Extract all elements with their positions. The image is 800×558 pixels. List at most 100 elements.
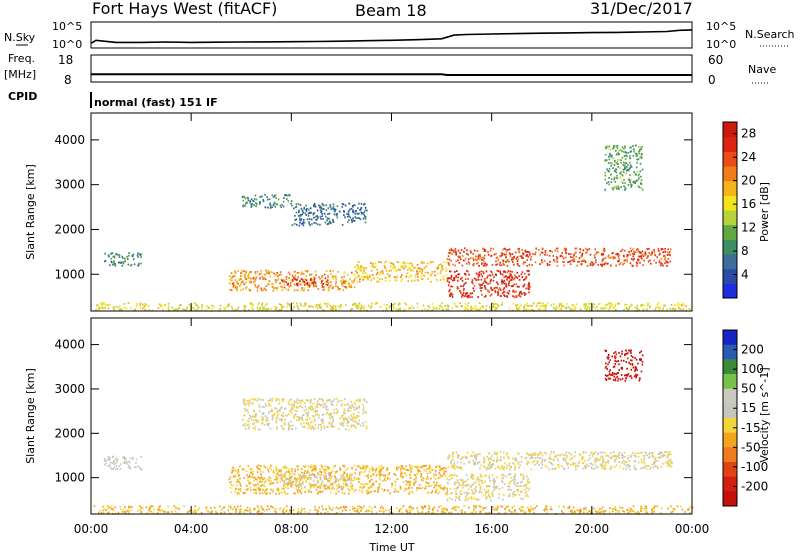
echo-region [447, 473, 531, 501]
nsky-tick-bottom: 10^0 [52, 38, 82, 51]
velocity-colorbar-tick-label: -200 [741, 479, 768, 493]
velocity-colorbar-segment [723, 418, 737, 433]
power-colorbar-segment [723, 239, 737, 254]
power-colorbar-tick-label: 12 [741, 221, 756, 235]
velocity-ylabel: Slant Range [km] [24, 368, 37, 464]
nsky-panel-frame [91, 22, 692, 48]
nsky-tick-top: 10^5 [52, 20, 82, 33]
echo-region [95, 302, 692, 312]
echo-region [604, 145, 643, 191]
echo-region [104, 456, 143, 471]
nave-label: Nave [748, 63, 776, 76]
velocity-ytick-label: 1000 [54, 471, 85, 485]
date-title: 31/Dec/2017 [590, 0, 693, 18]
echo-region [447, 247, 672, 267]
velocity-colorbar-segment [723, 330, 737, 345]
power-colorbar-tick-label: 4 [741, 268, 749, 282]
power-colorbar-segment [723, 254, 737, 269]
velocity-colorbar-segment [723, 462, 737, 477]
nsearch-tick-top: 10^5 [706, 20, 736, 33]
freq-trace [91, 74, 692, 75]
power-ytick-label: 3000 [54, 178, 85, 192]
velocity-colorbar-label: Velocity [m s^-1] [758, 367, 771, 462]
velocity-colorbar-segment [723, 359, 737, 374]
freq-label: Freq. [8, 52, 35, 65]
echo-region [604, 350, 643, 382]
freq-tick-top: 18 [58, 53, 73, 67]
power-ytick-label: 2000 [54, 222, 85, 236]
power-echo-cells [95, 145, 692, 312]
echo-region [104, 252, 142, 267]
power-colorbar-segment [723, 210, 737, 225]
time-tick-label: 08:00 [274, 522, 309, 536]
time-tick-label: 00:00 [675, 522, 710, 536]
nsky-line [91, 30, 692, 43]
time-tick-label: 12:00 [374, 522, 409, 536]
power-colorbar-segment [723, 166, 737, 181]
velocity-ytick-label: 2000 [54, 426, 85, 440]
freq-tick-bottom: 8 [64, 73, 72, 87]
power-colorbar-segment [723, 225, 737, 240]
power-colorbar: 4 8 12 16 20 24 28 [723, 122, 756, 299]
power-panel-frame [91, 113, 692, 311]
power-y-axis: 1000 2000 3000 4000 [54, 133, 692, 281]
power-colorbar-label: Power [dB] [758, 182, 771, 242]
velocity-ytick-label: 3000 [54, 382, 85, 396]
freq-line [91, 74, 692, 75]
nave-tick-top: 60 [708, 53, 723, 67]
velocity-colorbar-segment [723, 374, 737, 389]
power-colorbar-tick-label: 28 [741, 127, 756, 141]
echo-region [94, 505, 694, 515]
velocity-y-axis: 1000 2000 3000 4000 [54, 338, 692, 485]
power-colorbar-tick-label: 16 [741, 197, 756, 211]
power-colorbar-tick-label: 8 [741, 244, 749, 258]
beam-title: Beam 18 [355, 1, 427, 20]
power-colorbar-segment [723, 283, 737, 298]
nsky-label: N.Sky [4, 31, 36, 44]
nsky-trace [91, 30, 692, 43]
station-title: Fort Hays West (fitACF) [92, 0, 277, 18]
velocity-colorbar-tick-label: 50 [741, 382, 756, 396]
power-colorbar-tick-label: 24 [741, 150, 756, 164]
power-colorbar-tick-label: 20 [741, 174, 756, 188]
nave-tick-bottom: 0 [708, 73, 716, 87]
time-axis: 00:00 04:00 08:00 12:00 16:00 20:00 00:00 [74, 113, 710, 536]
cpid-value: normal (fast) 151 IF [94, 96, 218, 109]
echo-region [242, 398, 368, 431]
echo-region [447, 451, 673, 471]
power-ytick-label: 4000 [54, 133, 85, 147]
freq-panel-frame [91, 55, 692, 82]
power-ylabel: Slant Range [km] [24, 164, 37, 260]
power-colorbar-segment [723, 122, 737, 137]
velocity-colorbar-tick-label: 15 [741, 401, 756, 415]
time-tick-label: 04:00 [174, 522, 209, 536]
velocity-colorbar-segment [723, 491, 737, 506]
power-colorbar-segment [723, 269, 737, 284]
velocity-echo-cells [94, 350, 694, 515]
velocity-colorbar-segment [723, 403, 737, 418]
freq-unit: [MHz] [4, 68, 36, 81]
echo-region [447, 270, 531, 299]
nsearch-label: N.Search [745, 28, 795, 41]
velocity-colorbar-segment [723, 345, 737, 360]
power-colorbar-segment [723, 181, 737, 196]
velocity-ytick-label: 4000 [54, 338, 85, 352]
power-colorbar-segment [723, 195, 737, 210]
nsearch-tick-bottom: 10^0 [706, 38, 736, 51]
cpid-label: CPID [8, 90, 37, 103]
time-tick-label: 20:00 [575, 522, 610, 536]
velocity-colorbar-segment [723, 477, 737, 492]
power-colorbar-segment [723, 151, 737, 166]
velocity-colorbar-segment [723, 447, 737, 462]
time-tick-label: 16:00 [474, 522, 509, 536]
velocity-colorbar-tick-label: 200 [741, 343, 764, 357]
echo-region [292, 203, 368, 227]
velocity-colorbar-segment [723, 389, 737, 404]
echo-region [354, 261, 448, 283]
time-tick-label: 00:00 [74, 522, 109, 536]
power-ytick-label: 1000 [54, 267, 85, 281]
time-axis-label: Time UT [368, 541, 414, 554]
velocity-colorbar-segment [723, 433, 737, 448]
power-colorbar-segment [723, 137, 737, 152]
